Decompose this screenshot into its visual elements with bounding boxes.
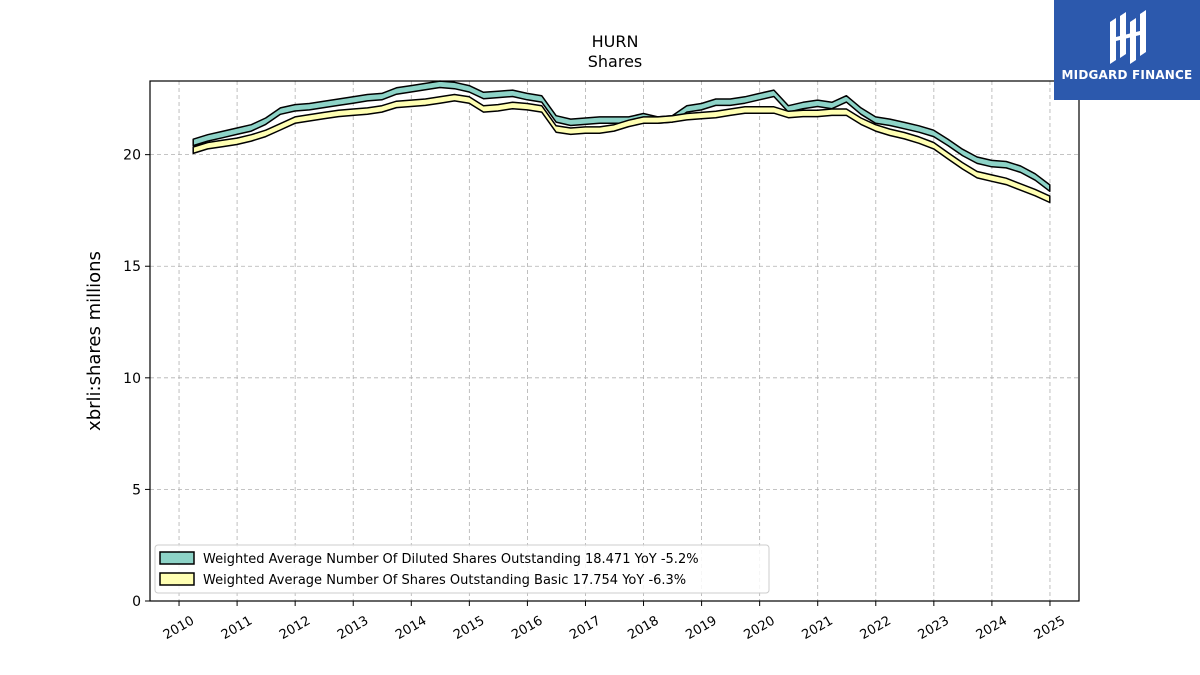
x-tick-label: 2019 xyxy=(683,613,719,643)
legend-swatch-basic xyxy=(159,572,195,586)
series-layer xyxy=(192,80,1051,204)
y-axis-label: xbrli:shares millions xyxy=(84,251,105,431)
grid xyxy=(150,81,1079,601)
legend-swatch-diluted xyxy=(159,551,195,565)
midgard-logo-icon xyxy=(1110,10,1146,64)
x-axis: 2010 2011 2012 2013 2014 2015 2016 2017 2018 2019… xyxy=(161,601,1068,643)
legend-label-diluted: Weighted Average Number Of Diluted Share… xyxy=(203,552,699,567)
x-tick-label: 2012 xyxy=(277,613,313,643)
x-tick-label: 2025 xyxy=(1032,613,1068,643)
x-tick-label: 2018 xyxy=(625,613,661,643)
chart-title: HURN xyxy=(592,32,639,51)
legend: Weighted Average Number Of Diluted Share… xyxy=(154,544,770,594)
logo-text: MIDGARD FINANCE xyxy=(1061,68,1193,82)
x-tick-label: 2021 xyxy=(800,613,836,643)
series-diluted-line xyxy=(192,80,1051,193)
legend-frame xyxy=(154,544,770,594)
y-tick-label: 15 xyxy=(123,259,141,275)
midgard-finance-logo: MIDGARD FINANCE xyxy=(1054,0,1200,100)
x-tick-label: 2013 xyxy=(335,613,371,643)
series-basic-line xyxy=(192,93,1051,204)
legend-label-basic: Weighted Average Number Of Shares Outsta… xyxy=(203,573,686,588)
x-tick-label: 2014 xyxy=(393,613,429,643)
x-tick-label: 2022 xyxy=(858,613,894,643)
x-tick-label: 2023 xyxy=(916,613,952,643)
x-tick-label: 2010 xyxy=(161,613,197,643)
y-tick-label: 20 xyxy=(123,148,141,164)
x-tick-label: 2011 xyxy=(219,613,255,643)
plot-frame xyxy=(149,80,1080,602)
x-tick-label: 2020 xyxy=(741,613,777,643)
y-tick-label: 5 xyxy=(132,482,141,498)
x-tick-label: 2024 xyxy=(974,613,1010,643)
y-tick-label: 0 xyxy=(132,594,141,610)
y-tick-label: 10 xyxy=(123,371,141,387)
chart-subtitle: Shares xyxy=(588,52,643,71)
x-tick-label: 2016 xyxy=(509,613,545,643)
x-tick-label: 2017 xyxy=(567,613,603,643)
x-tick-label: 2015 xyxy=(451,613,487,643)
y-axis: 0 5 10 15 20 xyxy=(123,148,150,610)
